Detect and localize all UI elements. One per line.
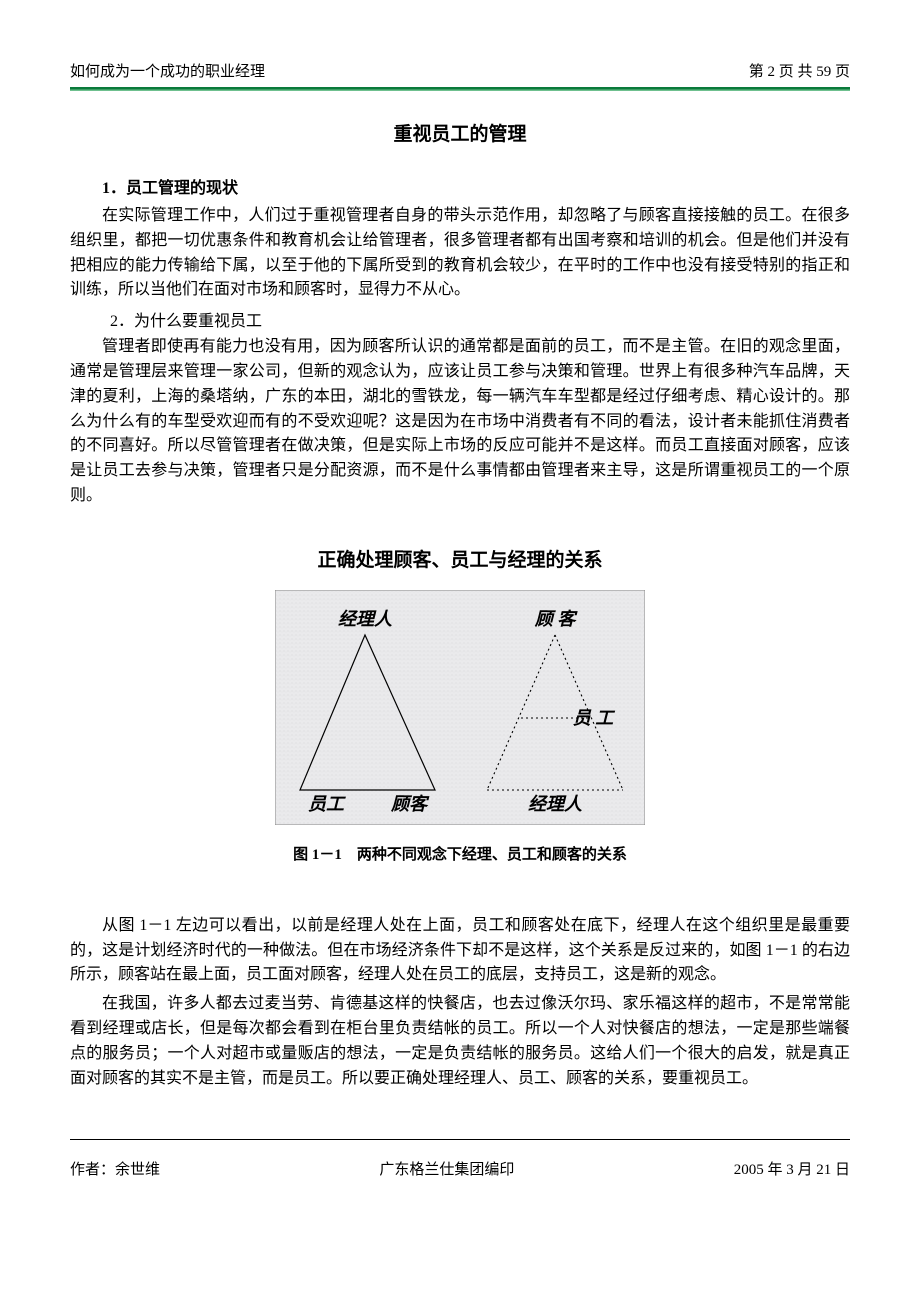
svg-text:员 工: 员 工 <box>573 708 615 728</box>
page-header: 如何成为一个成功的职业经理 第 2 页 共 59 页 <box>70 60 850 81</box>
svg-text:经理人: 经理人 <box>338 609 393 629</box>
page-container: 如何成为一个成功的职业经理 第 2 页 共 59 页 重视员工的管理 1．员工管… <box>0 0 920 1219</box>
footer-date: 2005 年 3 月 21 日 <box>734 1158 850 1179</box>
header-page-info: 第 2 页 共 59 页 <box>749 60 850 81</box>
header-divider <box>70 87 850 91</box>
svg-text:员工: 员工 <box>308 794 346 814</box>
section1-h1: 1．员工管理的现状 <box>70 174 850 198</box>
figure-container: 经理人员工顾客顾 客员 工经理人 <box>70 590 850 825</box>
section1-p2: 管理者即使再有能力也没有用，因为顾客所认识的通常都是面前的员工，而不是主管。在旧… <box>70 335 850 509</box>
svg-text:顾 客: 顾 客 <box>534 609 578 629</box>
svg-text:顾客: 顾客 <box>390 794 430 814</box>
svg-text:经理人: 经理人 <box>528 794 583 814</box>
footer-publisher: 广东格兰仕集团编印 <box>379 1158 514 1179</box>
section3-p2: 在我国，许多人都去过麦当劳、肯德基这样的快餐店，也去过像沃尔玛、家乐福这样的超市… <box>70 992 850 1091</box>
footer-author: 作者：余世维 <box>70 1158 160 1179</box>
section3-p1: 从图 1－1 左边可以看出，以前是经理人处在上面，员工和顾客处在底下，经理人在这… <box>70 914 850 988</box>
section1-title: 重视员工的管理 <box>70 119 850 146</box>
header-title: 如何成为一个成功的职业经理 <box>70 60 265 81</box>
footer-divider <box>70 1139 850 1140</box>
section1-h2: 2．为什么要重视员工 <box>70 307 850 331</box>
relationship-diagram: 经理人员工顾客顾 客员 工经理人 <box>275 590 645 825</box>
section2-title: 正确处理顾客、员工与经理的关系 <box>70 545 850 572</box>
page-footer: 作者：余世维 广东格兰仕集团编印 2005 年 3 月 21 日 <box>70 1158 850 1179</box>
figure-caption: 图 1－1 两种不同观念下经理、员工和顾客的关系 <box>70 843 850 864</box>
section1-p1: 在实际管理工作中，人们过于重视管理者自身的带头示范作用，却忽略了与顾客直接接触的… <box>70 204 850 303</box>
